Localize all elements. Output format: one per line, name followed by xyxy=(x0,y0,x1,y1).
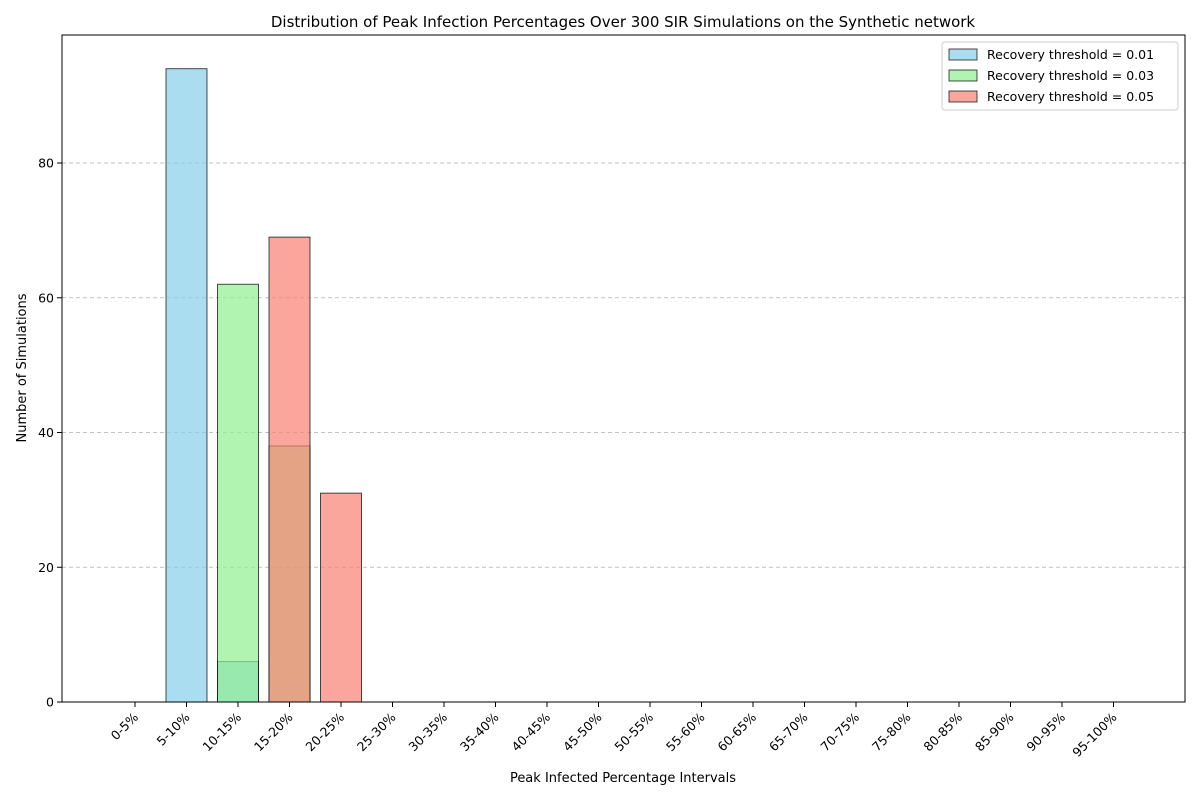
y-grid xyxy=(62,162,1185,568)
y-tick-label: 60 xyxy=(38,290,54,305)
legend-swatch xyxy=(948,69,978,82)
legend-label: Recovery threshold = 0.03 xyxy=(987,68,1154,83)
plot-area-frame xyxy=(61,34,1186,703)
legend-box xyxy=(941,41,1179,111)
x-tick-label: 90-95% xyxy=(1023,709,1068,754)
y-axis-ticks: 0 20 40 60 80 xyxy=(38,156,62,710)
legend-swatch xyxy=(948,90,978,103)
bar-series-3 xyxy=(268,236,311,703)
x-tick-label: 65-70% xyxy=(766,709,811,754)
x-tick-label: 60-65% xyxy=(714,709,759,754)
x-axis-title: Peak Infected Percentage Intervals xyxy=(510,771,736,786)
x-tick-label: 15-20% xyxy=(251,709,296,754)
y-tick-label: 20 xyxy=(38,560,54,575)
bars xyxy=(165,68,362,703)
legend: Recovery threshold = 0.01 Recovery thresh… xyxy=(941,41,1179,111)
x-tick-label: 30-35% xyxy=(405,709,450,754)
legend-swatch xyxy=(948,48,978,61)
x-axis-ticks: 0-5% 5-10% 10-15% 15-20% 20-25% 25-30% 30-35% 3… xyxy=(108,702,1120,760)
x-tick-label: 10-15% xyxy=(199,709,244,754)
x-tick-label: 40-45% xyxy=(508,709,553,754)
x-tick-label: 25-30% xyxy=(354,709,399,754)
x-tick-label: 35-40% xyxy=(457,709,502,754)
x-tick-label: 70-75% xyxy=(817,709,862,754)
y-tick-label: 80 xyxy=(38,156,54,171)
x-tick-label: 80-85% xyxy=(920,709,965,754)
x-tick-label: 5-10% xyxy=(154,709,193,748)
x-tick-label: 0-5% xyxy=(108,709,142,743)
legend-label: Recovery threshold = 0.05 xyxy=(987,89,1154,104)
x-tick-label: 55-60% xyxy=(663,709,708,754)
chart-title: Distribution of Peak Infection Percentag… xyxy=(271,13,976,31)
x-tick-label: 45-50% xyxy=(560,709,605,754)
y-tick-label: 40 xyxy=(38,425,54,440)
y-axis-title: Number of Simulations xyxy=(15,293,30,442)
y-tick-label: 0 xyxy=(46,695,54,710)
bar-series-1 xyxy=(165,68,208,703)
x-tick-label: 50-55% xyxy=(611,709,656,754)
legend-label: Recovery threshold = 0.01 xyxy=(987,47,1154,62)
bar-series-3 xyxy=(320,492,362,703)
bar-series-2 xyxy=(217,283,259,703)
x-tick-label: 95-100% xyxy=(1069,709,1119,759)
x-tick-label: 20-25% xyxy=(302,709,347,754)
x-tick-label: 75-80% xyxy=(869,709,914,754)
x-tick-label: 85-90% xyxy=(972,709,1017,754)
